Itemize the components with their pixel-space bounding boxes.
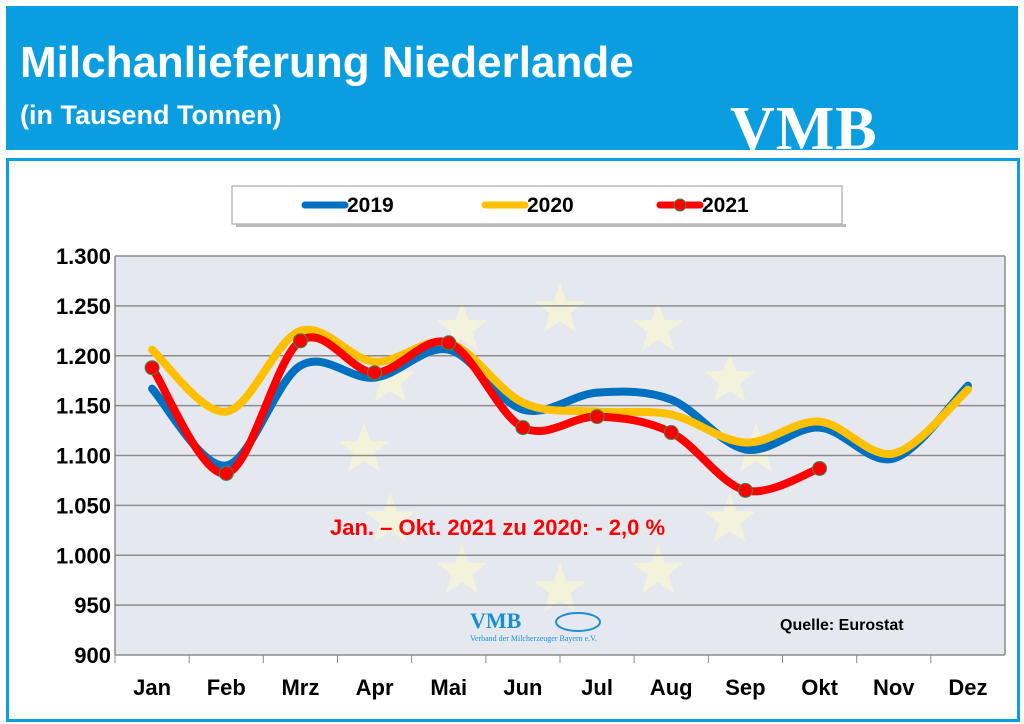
- eu-star-watermark: [436, 544, 488, 594]
- data-point-2021: [812, 460, 828, 476]
- y-tick-label: 1.200: [56, 344, 111, 369]
- data-point-2021: [218, 465, 234, 481]
- y-tick-label: 1.100: [56, 444, 111, 469]
- data-point-2021: [737, 482, 753, 498]
- y-tick-label: 1.150: [56, 394, 111, 419]
- watermark-logo: VMB: [470, 608, 522, 633]
- data-point-2021: [589, 409, 605, 425]
- watermark-logo-swirl-icon: [555, 612, 601, 632]
- eu-star-watermark: [632, 301, 684, 351]
- chart-title: Milchanlieferung Niederlande: [20, 38, 634, 87]
- x-tick-label: Dez: [948, 675, 987, 700]
- eu-star-watermark: [534, 563, 586, 612]
- x-tick-label: Jul: [581, 675, 613, 700]
- data-point-2021: [144, 360, 160, 376]
- legend-label-2020: 2020: [527, 194, 574, 217]
- watermark-text: Verband der Milcherzeuger Bayern e.V.: [470, 634, 597, 643]
- legend-label-2021: 2021: [702, 194, 749, 217]
- x-tick-label: Feb: [207, 675, 246, 700]
- data-point-2021: [515, 420, 531, 436]
- y-tick-label: 950: [74, 593, 111, 618]
- x-tick-label: Mrz: [281, 675, 319, 700]
- data-point-2021: [292, 333, 308, 349]
- x-tick-label: Nov: [873, 675, 915, 700]
- series-line-2021: [148, 333, 824, 496]
- annotation-text: Jan. – Okt. 2021 zu 2020: - 2,0 %: [330, 515, 665, 540]
- legend-label-2019: 2019: [347, 194, 394, 217]
- data-point-2021: [441, 335, 457, 351]
- chart-subtitle: (in Tausend Tonnen): [20, 100, 282, 130]
- x-tick-label: Sep: [725, 675, 765, 700]
- x-tick-label: Apr: [356, 675, 394, 700]
- y-tick-label: 900: [74, 643, 111, 668]
- y-tick-label: 1.300: [56, 244, 111, 269]
- x-tick-label: Jan: [133, 675, 171, 700]
- x-tick-label: Mai: [430, 675, 467, 700]
- y-tick-label: 1.250: [56, 294, 111, 319]
- header-banner: Milchanlieferung Niederlande (in Tausend…: [6, 6, 1018, 163]
- eu-star-watermark: [534, 283, 586, 332]
- eu-star-watermark: [704, 353, 756, 402]
- eu-star-watermark: [338, 423, 390, 472]
- eu-star-watermark: [436, 301, 488, 351]
- y-tick-label: 1.050: [56, 493, 111, 518]
- eu-star-watermark: [364, 493, 416, 542]
- eu-star-watermark: [704, 493, 756, 542]
- data-point-2021: [367, 365, 383, 381]
- legend-shadow: [236, 224, 846, 227]
- vmb-logo: VMB: [730, 95, 878, 163]
- source-label: Quelle: Eurostat: [780, 617, 904, 634]
- x-tick-label: Jun: [503, 675, 542, 700]
- eu-star-watermark: [364, 353, 416, 402]
- legend-marker-2021: [673, 198, 687, 212]
- series-line-2020: [148, 325, 972, 458]
- data-point-2021: [663, 425, 679, 441]
- y-tick-label: 1.000: [56, 543, 111, 568]
- eu-star-watermark: [632, 544, 684, 594]
- x-tick-label: Okt: [801, 675, 838, 700]
- x-tick-label: Aug: [650, 675, 693, 700]
